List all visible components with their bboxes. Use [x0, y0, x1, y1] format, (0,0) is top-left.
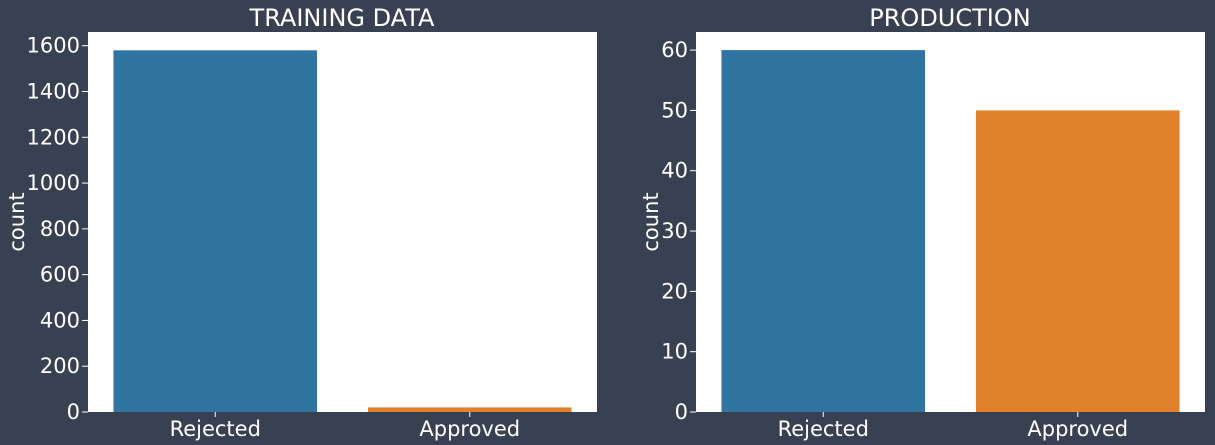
chart-production: PRODUCTION count 0 10 20 30 40 50 60 Rejected A…	[639, 4, 1205, 441]
y-axis-ticks: 0 200 400 600 800 1000 1200 1400 1600	[27, 34, 88, 424]
y-tick-label: 200	[40, 354, 80, 378]
chart-title: TRAINING DATA	[249, 4, 435, 32]
bar-approved	[367, 407, 572, 412]
y-axis-ticks: 0 10 20 30 40 50 60	[661, 38, 696, 424]
y-tick-label: 800	[40, 217, 80, 241]
chart-title: PRODUCTION	[869, 4, 1030, 32]
x-tick-label: Rejected	[170, 417, 261, 441]
y-tick-label: 1400	[27, 80, 80, 104]
x-tick-label: Approved	[419, 417, 520, 441]
x-tick-label: Approved	[1027, 417, 1128, 441]
y-tick-label: 20	[661, 279, 688, 303]
x-axis-ticks: Rejected Approved	[778, 412, 1128, 441]
y-tick-label: 0	[67, 400, 80, 424]
y-tick-label: 600	[40, 263, 80, 287]
y-tick-label: 30	[661, 219, 688, 243]
y-tick-label: 1000	[27, 171, 80, 195]
x-axis-ticks: Rejected Approved	[170, 412, 520, 441]
bar-approved	[975, 110, 1180, 413]
x-tick-label: Rejected	[778, 417, 869, 441]
bars	[721, 50, 1180, 413]
y-tick-label: 1200	[27, 125, 80, 149]
chart-training-data: TRAINING DATA count 0 200 400 600 800 1000 120…	[5, 4, 597, 441]
y-tick-label: 400	[40, 308, 80, 332]
bar-rejected	[721, 50, 926, 412]
y-tick-label: 60	[661, 38, 688, 62]
y-tick-label: 0	[675, 400, 688, 424]
y-axis-label: count	[639, 192, 663, 251]
y-tick-label: 40	[661, 159, 688, 183]
y-axis-label: count	[5, 192, 29, 251]
y-tick-label: 1600	[27, 34, 80, 58]
y-tick-label: 50	[661, 98, 688, 122]
bar-rejected	[113, 50, 318, 412]
y-tick-label: 10	[661, 340, 688, 364]
bars	[113, 50, 572, 412]
